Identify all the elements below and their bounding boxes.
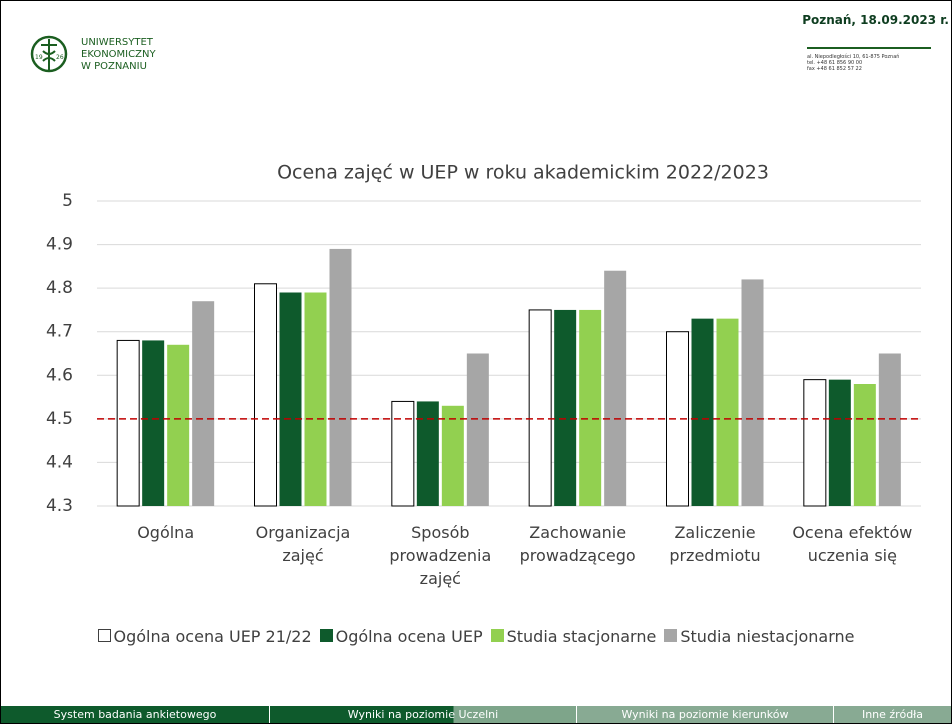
logo: 19 26 xyxy=(30,35,68,73)
bar xyxy=(304,292,327,506)
bar xyxy=(116,339,140,507)
x-tick-label: Zaliczenie przedmiotu xyxy=(669,523,761,565)
bar xyxy=(416,401,439,506)
bar xyxy=(192,301,215,506)
bar xyxy=(391,400,415,507)
address: tel. +48 61 856 90 00 xyxy=(807,60,863,66)
x-tick-label: Sposób prowadzenia zajęć xyxy=(389,523,492,588)
logo-year: 19 xyxy=(35,54,43,61)
logo-text: UNIWERSYTET xyxy=(81,37,153,48)
bar xyxy=(691,318,714,506)
y-tick-label: 4.7 xyxy=(46,322,73,342)
logo-text: EKONOMICZNY xyxy=(81,49,156,60)
bar xyxy=(254,283,277,507)
logo-year: 26 xyxy=(56,54,64,61)
y-tick-label: 4.4 xyxy=(46,452,73,472)
bar xyxy=(666,331,689,507)
bar xyxy=(828,379,851,506)
x-tick-label: Zachowanie prowadzącego xyxy=(519,523,636,565)
tab[interactable]: System badania ankietowego xyxy=(1,706,269,723)
date: Poznań, 18.09.2023 r. xyxy=(802,13,949,27)
logo-text: W POZNANIU xyxy=(81,61,147,72)
legend-swatch xyxy=(319,629,333,642)
rule xyxy=(807,47,931,49)
bar xyxy=(803,379,827,507)
legend-swatch xyxy=(97,629,111,642)
legend-label: Studia niestacjonarne xyxy=(680,627,855,646)
x-tick-label: Ocena efektów uczenia się xyxy=(792,523,913,565)
bar xyxy=(579,309,602,506)
legend-label: Ogólna ocena UEP xyxy=(335,627,483,646)
bar xyxy=(554,309,577,506)
bar xyxy=(716,318,739,506)
x-tick-label: Ogólna xyxy=(137,523,195,542)
tab[interactable]: Wyniki na poziomie Uczelni xyxy=(270,706,576,723)
legend-item: Ogólna ocena UEP 21/22 xyxy=(97,627,312,646)
legend-label: Studia stacjonarne xyxy=(506,627,657,646)
y-tick-label: 4.8 xyxy=(46,278,73,298)
chart-title: Ocena zajęć w UEP w roku akademickim 202… xyxy=(277,162,769,184)
legend: Ogólna ocena UEP 21/22 Ogólna ocena UEP St… xyxy=(1,627,951,646)
bar xyxy=(604,270,627,506)
bar xyxy=(466,353,489,506)
address: al. Niepodległości 10, 61-875 Poznań xyxy=(807,54,900,60)
legend-swatch xyxy=(664,629,678,642)
chart: Ocena zajęć w UEP w roku akademickim 202… xyxy=(46,162,921,516)
y-tick-label: 4.6 xyxy=(46,365,73,385)
bar xyxy=(279,292,302,506)
bar xyxy=(329,248,352,506)
bar xyxy=(741,279,764,506)
bar xyxy=(142,340,165,506)
address: fax +48 61 852 57 22 xyxy=(807,66,862,72)
y-tick-label: 4.5 xyxy=(46,409,73,429)
bar xyxy=(878,353,901,506)
legend-item: Studia niestacjonarne xyxy=(664,627,855,646)
bar xyxy=(853,384,876,506)
y-tick-label: 5 xyxy=(62,191,73,211)
y-tick-label: 4.9 xyxy=(46,235,73,255)
x-tick-label: Organizacja zajęć xyxy=(255,523,351,565)
legend-label: Ogólna ocena UEP 21/22 xyxy=(113,627,312,646)
bar xyxy=(167,344,190,506)
tab[interactable]: Wyniki na poziomie kierunków xyxy=(577,706,833,723)
bar xyxy=(441,405,464,506)
legend-swatch xyxy=(490,629,504,642)
bar xyxy=(528,309,552,507)
y-tick-label: 4.3 xyxy=(46,496,73,516)
legend-item: Studia stacjonarne xyxy=(490,627,657,646)
legend-item: Ogólna ocena UEP xyxy=(319,627,483,646)
tab[interactable]: Inne źródła xyxy=(834,706,951,723)
